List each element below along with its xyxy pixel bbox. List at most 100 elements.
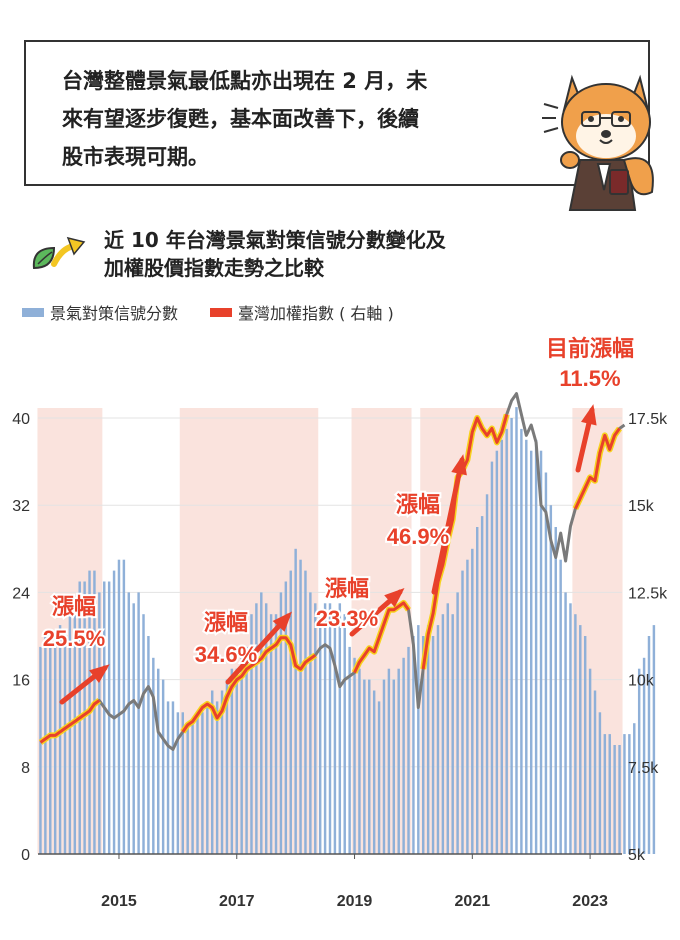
bar	[603, 734, 607, 854]
y-right-tick-label: 10k	[628, 673, 655, 690]
x-tick-label: 2021	[455, 893, 491, 910]
bar	[215, 701, 219, 854]
bar	[505, 428, 508, 854]
rally-value: 23.3%	[316, 606, 378, 631]
rally-arrow	[431, 457, 465, 595]
bar	[500, 439, 503, 854]
rally-arrow-head	[89, 664, 110, 683]
bar	[397, 668, 400, 854]
bar	[220, 690, 224, 854]
legend-label-line: 臺灣加權指數 ( 右軸 )	[238, 304, 394, 323]
x-tick-label: 2017	[219, 893, 255, 910]
bar	[495, 450, 499, 854]
bar	[637, 668, 641, 854]
bar	[338, 603, 342, 854]
bar	[53, 636, 57, 854]
bar	[510, 418, 513, 854]
index-line-rally	[39, 699, 101, 744]
bar	[647, 636, 651, 854]
rally-value: 11.5%	[559, 366, 620, 391]
bar	[44, 636, 47, 854]
bar	[269, 614, 273, 854]
bar	[127, 592, 131, 854]
x-tick-label: 2019	[337, 893, 373, 910]
bar	[554, 527, 557, 854]
y-right-tick-label: 7.5k	[628, 760, 659, 777]
bar	[451, 614, 454, 854]
bar	[181, 712, 184, 854]
rally-label: 漲幅	[396, 493, 440, 518]
bar	[544, 472, 548, 854]
chart-title: 近 10 年台灣景氣對策信號分數變化及 加權股價指數走勢之比較	[104, 226, 446, 282]
bar	[274, 614, 278, 854]
bar	[569, 603, 572, 854]
bar	[529, 450, 533, 854]
bar	[191, 723, 194, 854]
bar	[260, 592, 263, 854]
bar	[279, 592, 283, 854]
bar	[539, 450, 543, 854]
bar	[588, 668, 592, 854]
bar	[304, 570, 307, 854]
bar	[196, 712, 199, 854]
bar	[58, 625, 62, 854]
bar	[107, 581, 111, 854]
bar	[157, 668, 160, 854]
rally-shade	[179, 408, 319, 854]
rally-label: 漲幅	[204, 611, 248, 636]
bar	[456, 592, 459, 854]
legend-swatch-line	[210, 307, 233, 317]
bar	[353, 657, 356, 854]
index-line-rally	[181, 636, 317, 733]
bar	[549, 505, 553, 854]
chart-title-line: 加權股價指數走勢之比較	[104, 256, 324, 280]
legend-label-bars: 景氣對策信號分數	[50, 304, 179, 323]
bar	[564, 592, 567, 854]
rally-arrow	[225, 613, 291, 685]
callout-line: 股市表現可期。	[62, 145, 209, 169]
bar	[255, 603, 258, 854]
rally-value: 34.6%	[195, 642, 257, 667]
bar	[132, 603, 135, 854]
chart-title-line: 近 10 年台灣景氣對策信號分數變化及	[104, 228, 446, 252]
index-line-rally	[353, 601, 410, 674]
bar	[368, 679, 371, 854]
bar	[210, 690, 214, 854]
bar	[490, 461, 494, 854]
rising-arrow-leaf-icon	[32, 236, 86, 270]
bar	[230, 668, 234, 854]
bar	[559, 559, 562, 854]
y-right-tick-label: 12.5k	[628, 585, 668, 602]
bar	[515, 407, 518, 854]
bar	[426, 625, 430, 854]
bar	[480, 516, 484, 854]
bar	[583, 636, 587, 854]
y-right-tick-label: 5k	[628, 847, 646, 864]
rally-label: 漲幅	[325, 577, 369, 602]
bar	[363, 679, 366, 854]
y-right-tick-label: 17.5k	[628, 411, 668, 428]
bar	[39, 646, 42, 854]
rally-label: 漲幅	[52, 595, 96, 620]
y-left-tick-label: 40	[12, 411, 30, 428]
bar	[93, 570, 96, 854]
bar	[471, 548, 474, 854]
bar	[235, 668, 238, 854]
bar	[98, 592, 101, 854]
rally-shade	[420, 408, 510, 854]
rally-label: 目前漲幅	[546, 336, 634, 362]
bar	[289, 570, 292, 854]
bar	[142, 614, 145, 854]
bar	[608, 734, 611, 854]
bar	[593, 690, 597, 854]
y-right-tick-label: 15k	[628, 498, 655, 515]
bar	[402, 657, 405, 854]
y-left-tick-label: 0	[21, 847, 30, 864]
bar	[225, 679, 229, 854]
bar	[152, 657, 155, 854]
bar	[245, 646, 248, 854]
bar	[633, 723, 636, 854]
y-left-tick-label: 24	[12, 585, 30, 602]
rally-arrow-head	[581, 404, 597, 426]
bar	[412, 636, 415, 854]
